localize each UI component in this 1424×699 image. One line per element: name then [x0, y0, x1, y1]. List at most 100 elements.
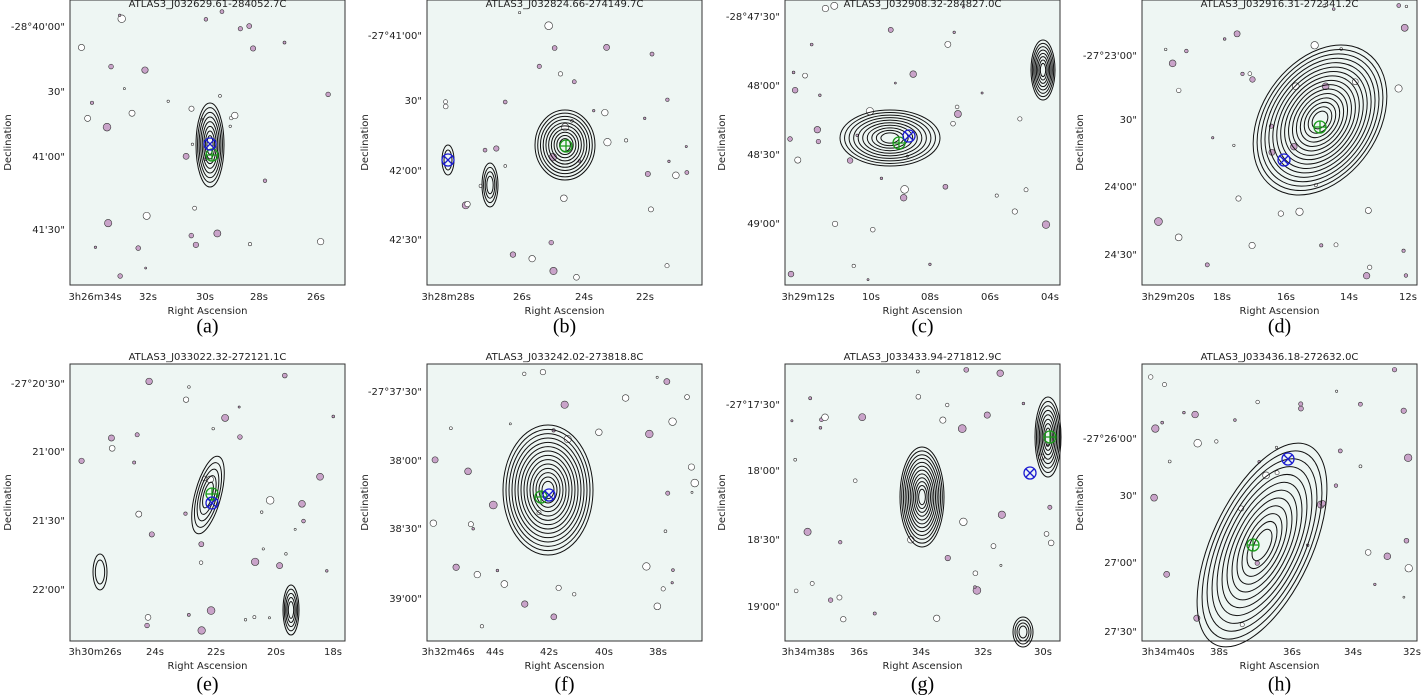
star	[670, 581, 674, 585]
star	[1255, 399, 1260, 405]
radio-marker-cross	[207, 498, 217, 508]
sky-image	[69, 363, 346, 642]
x-tick-label: 3h34m40s	[1141, 647, 1194, 658]
star	[838, 540, 843, 545]
star	[1373, 582, 1377, 586]
radio-marker-cross	[443, 155, 453, 165]
star	[247, 242, 252, 247]
contour	[198, 111, 222, 179]
star	[690, 490, 694, 494]
star	[643, 116, 647, 120]
sky-image	[426, 0, 703, 286]
star	[293, 528, 297, 531]
star	[787, 270, 795, 278]
star	[536, 63, 542, 69]
star	[642, 562, 651, 571]
star	[645, 429, 654, 439]
star	[108, 445, 116, 452]
star	[794, 156, 802, 164]
star	[78, 44, 85, 51]
star	[560, 194, 568, 202]
star	[518, 11, 522, 15]
star	[1358, 401, 1363, 407]
star	[218, 94, 222, 98]
contour	[1221, 481, 1303, 609]
contour	[1031, 42, 1055, 98]
star	[1337, 448, 1343, 454]
star	[1193, 439, 1202, 448]
star	[1403, 537, 1410, 544]
star	[219, 9, 225, 14]
ir-marker-cross	[1044, 431, 1056, 443]
star	[188, 232, 194, 239]
contour	[520, 450, 576, 530]
star	[1174, 233, 1183, 242]
x-tick-label: 24s	[146, 647, 164, 658]
y-axis-label: Declination	[3, 114, 14, 171]
star	[479, 624, 484, 629]
contour	[1012, 616, 1034, 648]
star	[1364, 549, 1372, 556]
star	[983, 411, 991, 419]
star	[1391, 367, 1398, 373]
star	[262, 178, 268, 183]
x-tick-label: 3h28m28s	[421, 292, 474, 303]
x-tick-label: 36s	[1283, 647, 1301, 658]
contour	[1033, 46, 1053, 94]
contour	[548, 125, 582, 165]
star	[1047, 539, 1055, 547]
y-tick-label: 24'30"	[1104, 250, 1137, 261]
star	[1222, 37, 1227, 41]
y-axis-label: Declination	[1075, 474, 1086, 531]
star	[790, 419, 794, 423]
contour	[539, 115, 591, 175]
star	[815, 138, 821, 145]
star	[237, 405, 241, 409]
star	[944, 41, 952, 48]
y-axis-label: Declination	[360, 474, 371, 531]
star	[471, 527, 475, 531]
star	[687, 463, 695, 471]
star	[108, 63, 114, 70]
y-tick-label: -28°47'30"	[726, 12, 780, 23]
panel-label: (b)	[553, 316, 576, 338]
star	[1164, 47, 1168, 51]
contour	[909, 469, 935, 525]
star	[548, 239, 554, 246]
star	[802, 72, 808, 79]
contour	[1035, 52, 1051, 88]
star	[973, 585, 977, 589]
contour	[913, 477, 931, 517]
star	[663, 529, 668, 533]
star	[1150, 493, 1158, 502]
panel	[69, 363, 346, 642]
contour	[195, 102, 225, 188]
x-tick-label: 34s	[912, 647, 930, 658]
star	[950, 120, 956, 127]
radio-marker	[542, 488, 556, 502]
star	[183, 396, 190, 403]
contour	[1038, 59, 1048, 81]
star	[959, 517, 968, 526]
star	[660, 586, 666, 592]
star	[644, 171, 651, 177]
star	[84, 115, 91, 122]
contour	[287, 601, 295, 619]
star	[231, 111, 239, 120]
contour	[523, 454, 573, 526]
star	[522, 371, 527, 376]
star	[603, 138, 612, 147]
contour	[1206, 458, 1318, 632]
star	[809, 42, 814, 47]
x-tick-label: 24s	[575, 292, 593, 303]
star	[573, 274, 580, 281]
contour	[94, 559, 106, 585]
star	[251, 557, 260, 566]
contour	[514, 441, 582, 539]
star	[1364, 207, 1372, 214]
contour	[1201, 450, 1323, 640]
star	[265, 496, 275, 505]
x-axis-label: Right Ascension	[168, 306, 248, 317]
x-axis-label: Right Ascension	[525, 661, 605, 672]
star	[276, 562, 283, 569]
